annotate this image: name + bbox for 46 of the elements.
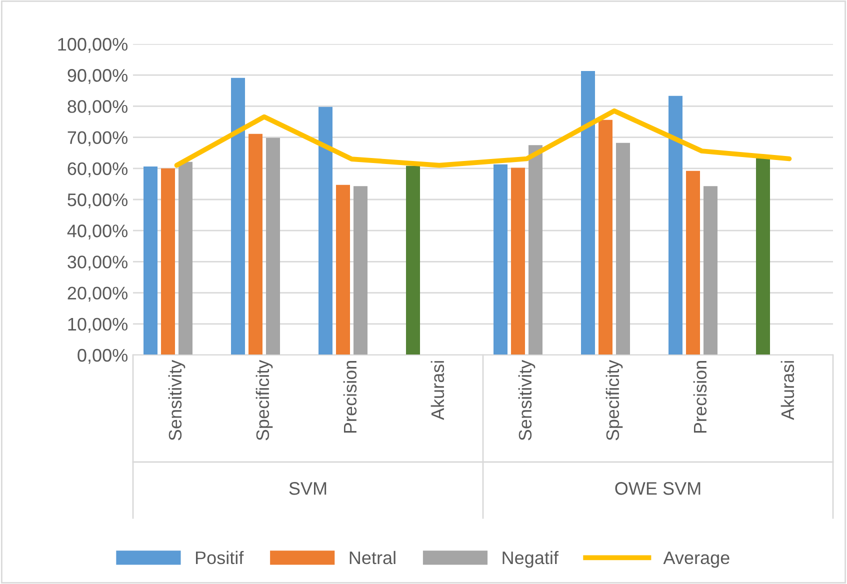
- x-tick-label: Sensitivity: [168, 360, 186, 440]
- bar: [161, 168, 175, 355]
- y-tick-label: 40,00%: [67, 224, 128, 240]
- bar: [686, 170, 700, 355]
- y-tick-label: 60,00%: [68, 162, 128, 178]
- bar: [318, 106, 332, 355]
- y-tick-label: 70,00%: [68, 131, 128, 146]
- x-tick-label: Akurasi: [430, 361, 444, 420]
- legend-label: Positif: [196, 550, 244, 564]
- x-tick-label: Precision: [693, 361, 707, 433]
- bar: [581, 71, 595, 355]
- x-tick-label: Specificity: [606, 360, 623, 440]
- y-tick-label: 50,00%: [68, 193, 128, 208]
- x-tick-label: Akurasi: [780, 361, 794, 420]
- y-tick-label: 0,00%: [78, 348, 128, 364]
- bar: [756, 158, 770, 355]
- bar: [336, 184, 350, 355]
- legend-label: Netral: [350, 550, 396, 564]
- bar: [668, 96, 682, 355]
- text: OWE SVM: [615, 482, 700, 495]
- x-tick-label: Precision: [343, 361, 357, 433]
- bar: [406, 166, 420, 355]
- bar: [178, 162, 192, 355]
- bar: [704, 186, 718, 355]
- y-tick-label: 80,00%: [68, 100, 128, 116]
- bar: [144, 166, 158, 355]
- bar: [231, 78, 245, 355]
- x-tick-label: Specificity: [256, 360, 273, 440]
- bar: [266, 138, 280, 355]
- text: SVM: [289, 482, 326, 495]
- bar: [248, 134, 262, 355]
- bar: [598, 120, 612, 355]
- bar: [354, 186, 368, 355]
- y-tick-label: 30,00%: [68, 256, 128, 271]
- y-tick-label: 90,00%: [68, 69, 128, 84]
- line-series: [174, 108, 792, 168]
- bar: [511, 168, 525, 355]
- y-tick-label: 10,00%: [68, 318, 128, 333]
- legend-label: Average: [663, 552, 730, 568]
- bar: [616, 142, 630, 355]
- legend-label: Negatif: [502, 550, 559, 568]
- x-tick-label: Sensitivity: [518, 360, 536, 440]
- y-tick-label: 100,00%: [58, 38, 128, 53]
- y-tick-label: 20,00%: [68, 286, 128, 302]
- bar: [528, 145, 542, 355]
- bar: [494, 164, 508, 355]
